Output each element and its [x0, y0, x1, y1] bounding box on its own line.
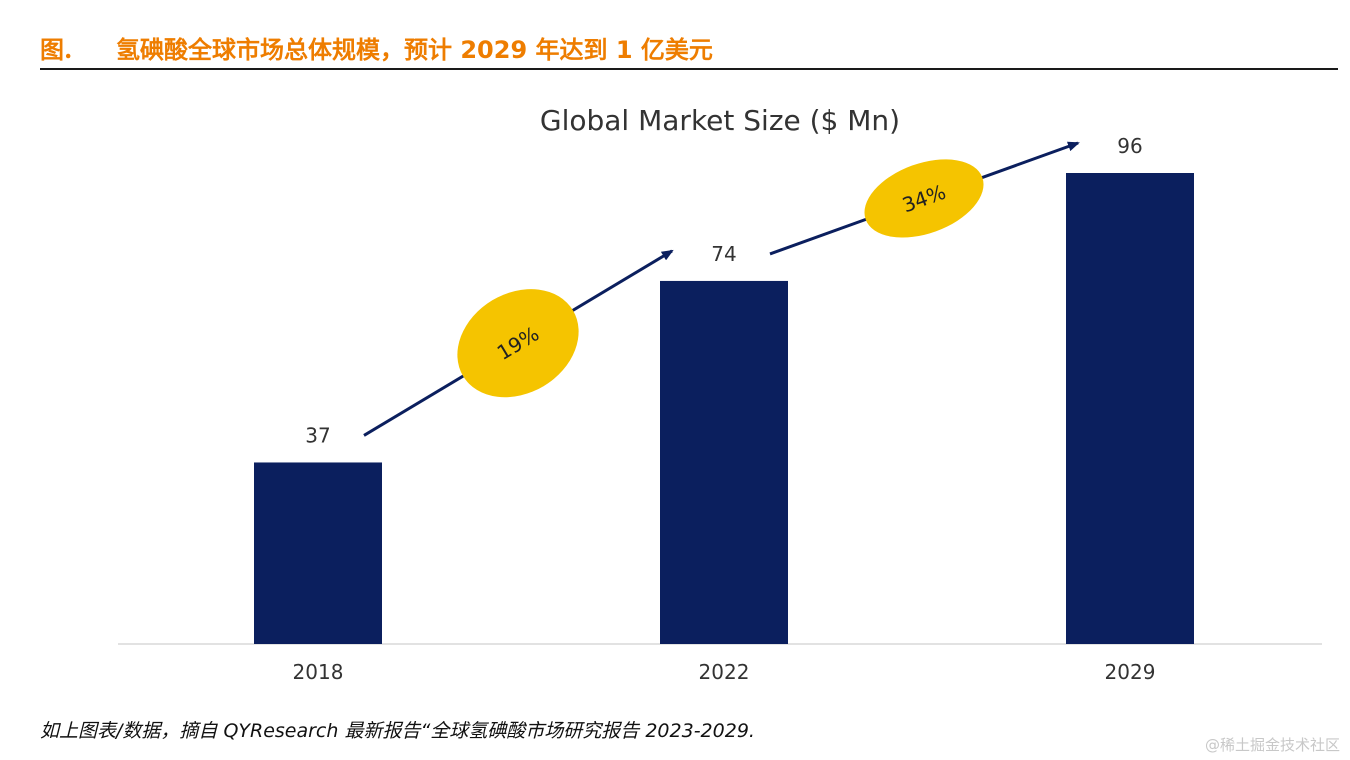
tick-label-2029: 2029 [1105, 660, 1156, 684]
growth-badge-1 [457, 289, 579, 398]
watermark: @稀土掘金技术社区 [1204, 736, 1340, 754]
source-footnote: 如上图表/数据，摘自 QYResearch 最新报告“全球氢碘酸市场研究报告 2… [40, 720, 755, 742]
tick-label-2018: 2018 [293, 660, 344, 684]
tick-label-2022: 2022 [699, 660, 750, 684]
chart-title: Global Market Size ($ Mn) [540, 104, 900, 137]
bar-2029 [1066, 173, 1194, 644]
figure-header: 图. 氢碘酸全球市场总体规模，预计 2029 年达到 1 亿美元 [40, 24, 1338, 70]
growth-badge-2 [864, 159, 984, 238]
data-label-2018: 37 [305, 423, 330, 447]
figure-label: 图. [40, 35, 73, 64]
bar-2022 [660, 280, 788, 644]
data-label-2022: 74 [711, 242, 736, 266]
bar-2018 [254, 462, 382, 644]
figure-title: 氢碘酸全球市场总体规模，预计 2029 年达到 1 亿美元 [116, 36, 713, 64]
data-label-2029: 96 [1117, 134, 1142, 158]
